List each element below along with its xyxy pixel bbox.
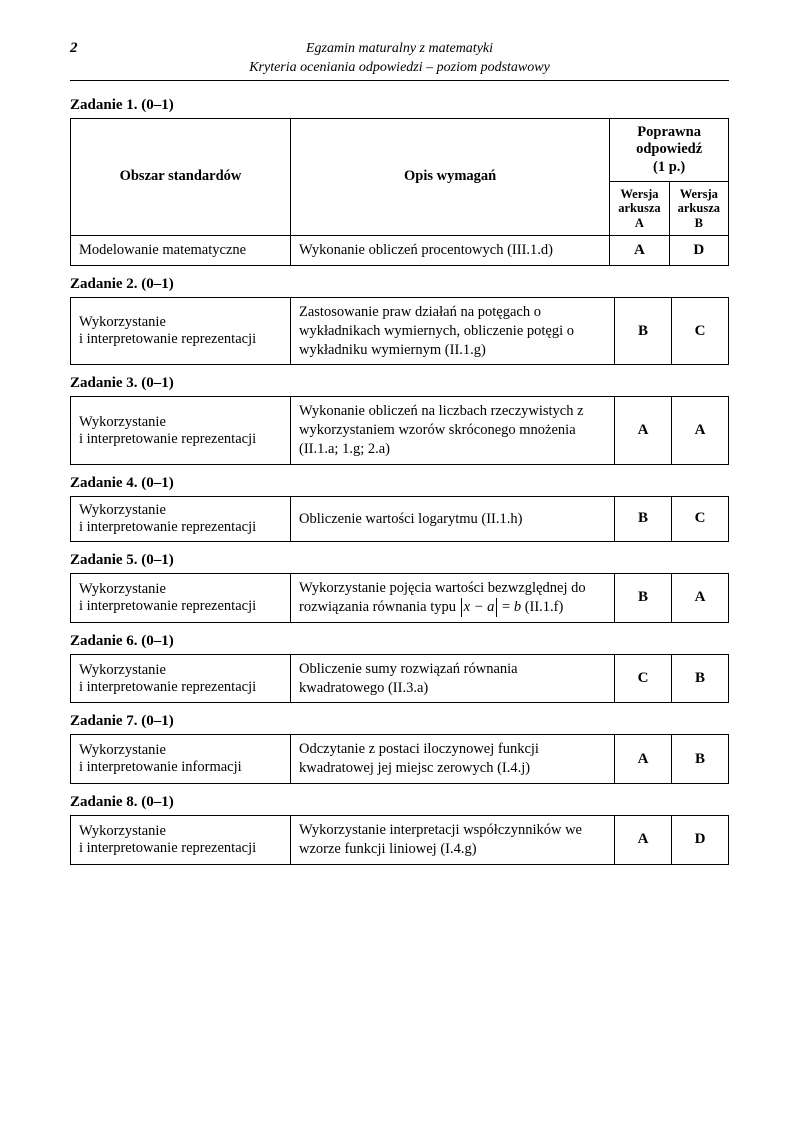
header-line-2: Kryteria oceniania odpowiedzi – poziom p…	[249, 60, 550, 75]
cell-answer-a: B	[615, 573, 672, 622]
task-title: Zadanie 5. (0–1)	[70, 552, 729, 569]
page-number: 2	[70, 40, 100, 57]
cell-answer-a: B	[615, 297, 672, 365]
cell-opis: Odczytanie z postaci iloczynowej funkcji…	[291, 735, 615, 784]
table-row: Modelowanie matematyczneWykonanie oblicz…	[71, 236, 729, 266]
cell-obszar: Wykorzystaniei interpretowanie informacj…	[71, 735, 291, 784]
cell-obszar: Wykorzystaniei interpretowanie reprezent…	[71, 573, 291, 622]
task-title: Zadanie 1. (0–1)	[70, 97, 729, 114]
cell-answer-a: B	[615, 496, 672, 541]
math-rhs: b	[514, 599, 521, 615]
th-obszar: Obszar standardów	[71, 118, 291, 235]
task-table: Wykorzystaniei interpretowanie reprezent…	[70, 654, 729, 704]
table-row: Wykorzystaniei interpretowanie informacj…	[71, 735, 729, 784]
table-row: Wykorzystaniei interpretowanie reprezent…	[71, 654, 729, 703]
cell-opis: Wykonanie obliczeń na liczbach rzeczywis…	[291, 397, 615, 465]
table-row: Wykorzystaniei interpretowanie reprezent…	[71, 297, 729, 365]
cell-answer-b: C	[672, 297, 729, 365]
task-table: Wykorzystaniei interpretowanie reprezent…	[70, 496, 729, 542]
table-row: Wykorzystaniei interpretowanie reprezent…	[71, 573, 729, 622]
cell-answer-b: B	[672, 735, 729, 784]
cell-obszar: Modelowanie matematyczne	[71, 236, 291, 266]
cell-opis: Wykorzystanie pojęcia wartości bezwzględ…	[291, 573, 615, 622]
cell-answer-b: D	[669, 236, 728, 266]
cell-answer-a: A	[615, 397, 672, 465]
table-row: Wykorzystaniei interpretowanie reprezent…	[71, 816, 729, 865]
task-table: Wykorzystaniei interpretowanie informacj…	[70, 734, 729, 784]
table-row: Wykorzystaniei interpretowanie reprezent…	[71, 397, 729, 465]
task-table: Wykorzystaniei interpretowanie reprezent…	[70, 573, 729, 623]
task-title: Zadanie 8. (0–1)	[70, 794, 729, 811]
task-table: Wykorzystaniei interpretowanie reprezent…	[70, 815, 729, 865]
table-row: Wykorzystaniei interpretowanie reprezent…	[71, 496, 729, 541]
cell-obszar: Wykorzystaniei interpretowanie reprezent…	[71, 654, 291, 703]
task-title: Zadanie 7. (0–1)	[70, 713, 729, 730]
cell-answer-a: A	[610, 236, 669, 266]
header-center: Egzamin maturalny z matematyki Kryteria …	[100, 40, 699, 78]
task-title: Zadanie 4. (0–1)	[70, 475, 729, 492]
cell-opis: Obliczenie sumy rozwiązań równania kwadr…	[291, 654, 615, 703]
task-title: Zadanie 6. (0–1)	[70, 633, 729, 650]
th-wersja-b: WersjaarkuszaB	[669, 181, 728, 235]
cell-opis: Obliczenie wartości logarytmu (II.1.h)	[291, 496, 615, 541]
cell-opis: Wykonanie obliczeń procentowych (III.1.d…	[291, 236, 610, 266]
tasks-container: Zadanie 1. (0–1) Obszar standardówOpis wy…	[70, 97, 729, 865]
cell-obszar: Wykorzystaniei interpretowanie reprezent…	[71, 397, 291, 465]
task-title: Zadanie 3. (0–1)	[70, 375, 729, 392]
task-table-with-header: Obszar standardówOpis wymagańPoprawnaodp…	[70, 118, 729, 266]
cell-answer-a: C	[615, 654, 672, 703]
cell-answer-b: C	[672, 496, 729, 541]
cell-obszar: Wykorzystaniei interpretowanie reprezent…	[71, 496, 291, 541]
cell-answer-b: A	[672, 573, 729, 622]
cell-answer-b: D	[672, 816, 729, 865]
task-table: Wykorzystaniei interpretowanie reprezent…	[70, 297, 729, 366]
page-header: 2 Egzamin maturalny z matematyki Kryteri…	[70, 40, 729, 81]
abs-value: x − a	[461, 598, 498, 617]
cell-answer-b: A	[672, 397, 729, 465]
th-answer: Poprawnaodpowiedź(1 p.)	[610, 118, 729, 181]
th-wersja-a: WersjaarkuszaA	[610, 181, 669, 235]
cell-answer-a: A	[615, 735, 672, 784]
page: 2 Egzamin maturalny z matematyki Kryteri…	[0, 0, 794, 909]
task-table: Wykorzystaniei interpretowanie reprezent…	[70, 396, 729, 465]
math-expression: x − a = b	[460, 599, 521, 615]
cell-obszar: Wykorzystaniei interpretowanie reprezent…	[71, 816, 291, 865]
cell-obszar: Wykorzystaniei interpretowanie reprezent…	[71, 297, 291, 365]
task-title: Zadanie 2. (0–1)	[70, 276, 729, 293]
cell-opis: Zastosowanie praw działań na potęgach o …	[291, 297, 615, 365]
cell-opis: Wykorzystanie interpretacji współczynnik…	[291, 816, 615, 865]
cell-answer-b: B	[672, 654, 729, 703]
th-opis: Opis wymagań	[291, 118, 610, 235]
header-line-1: Egzamin maturalny z matematyki	[306, 41, 493, 56]
cell-answer-a: A	[615, 816, 672, 865]
